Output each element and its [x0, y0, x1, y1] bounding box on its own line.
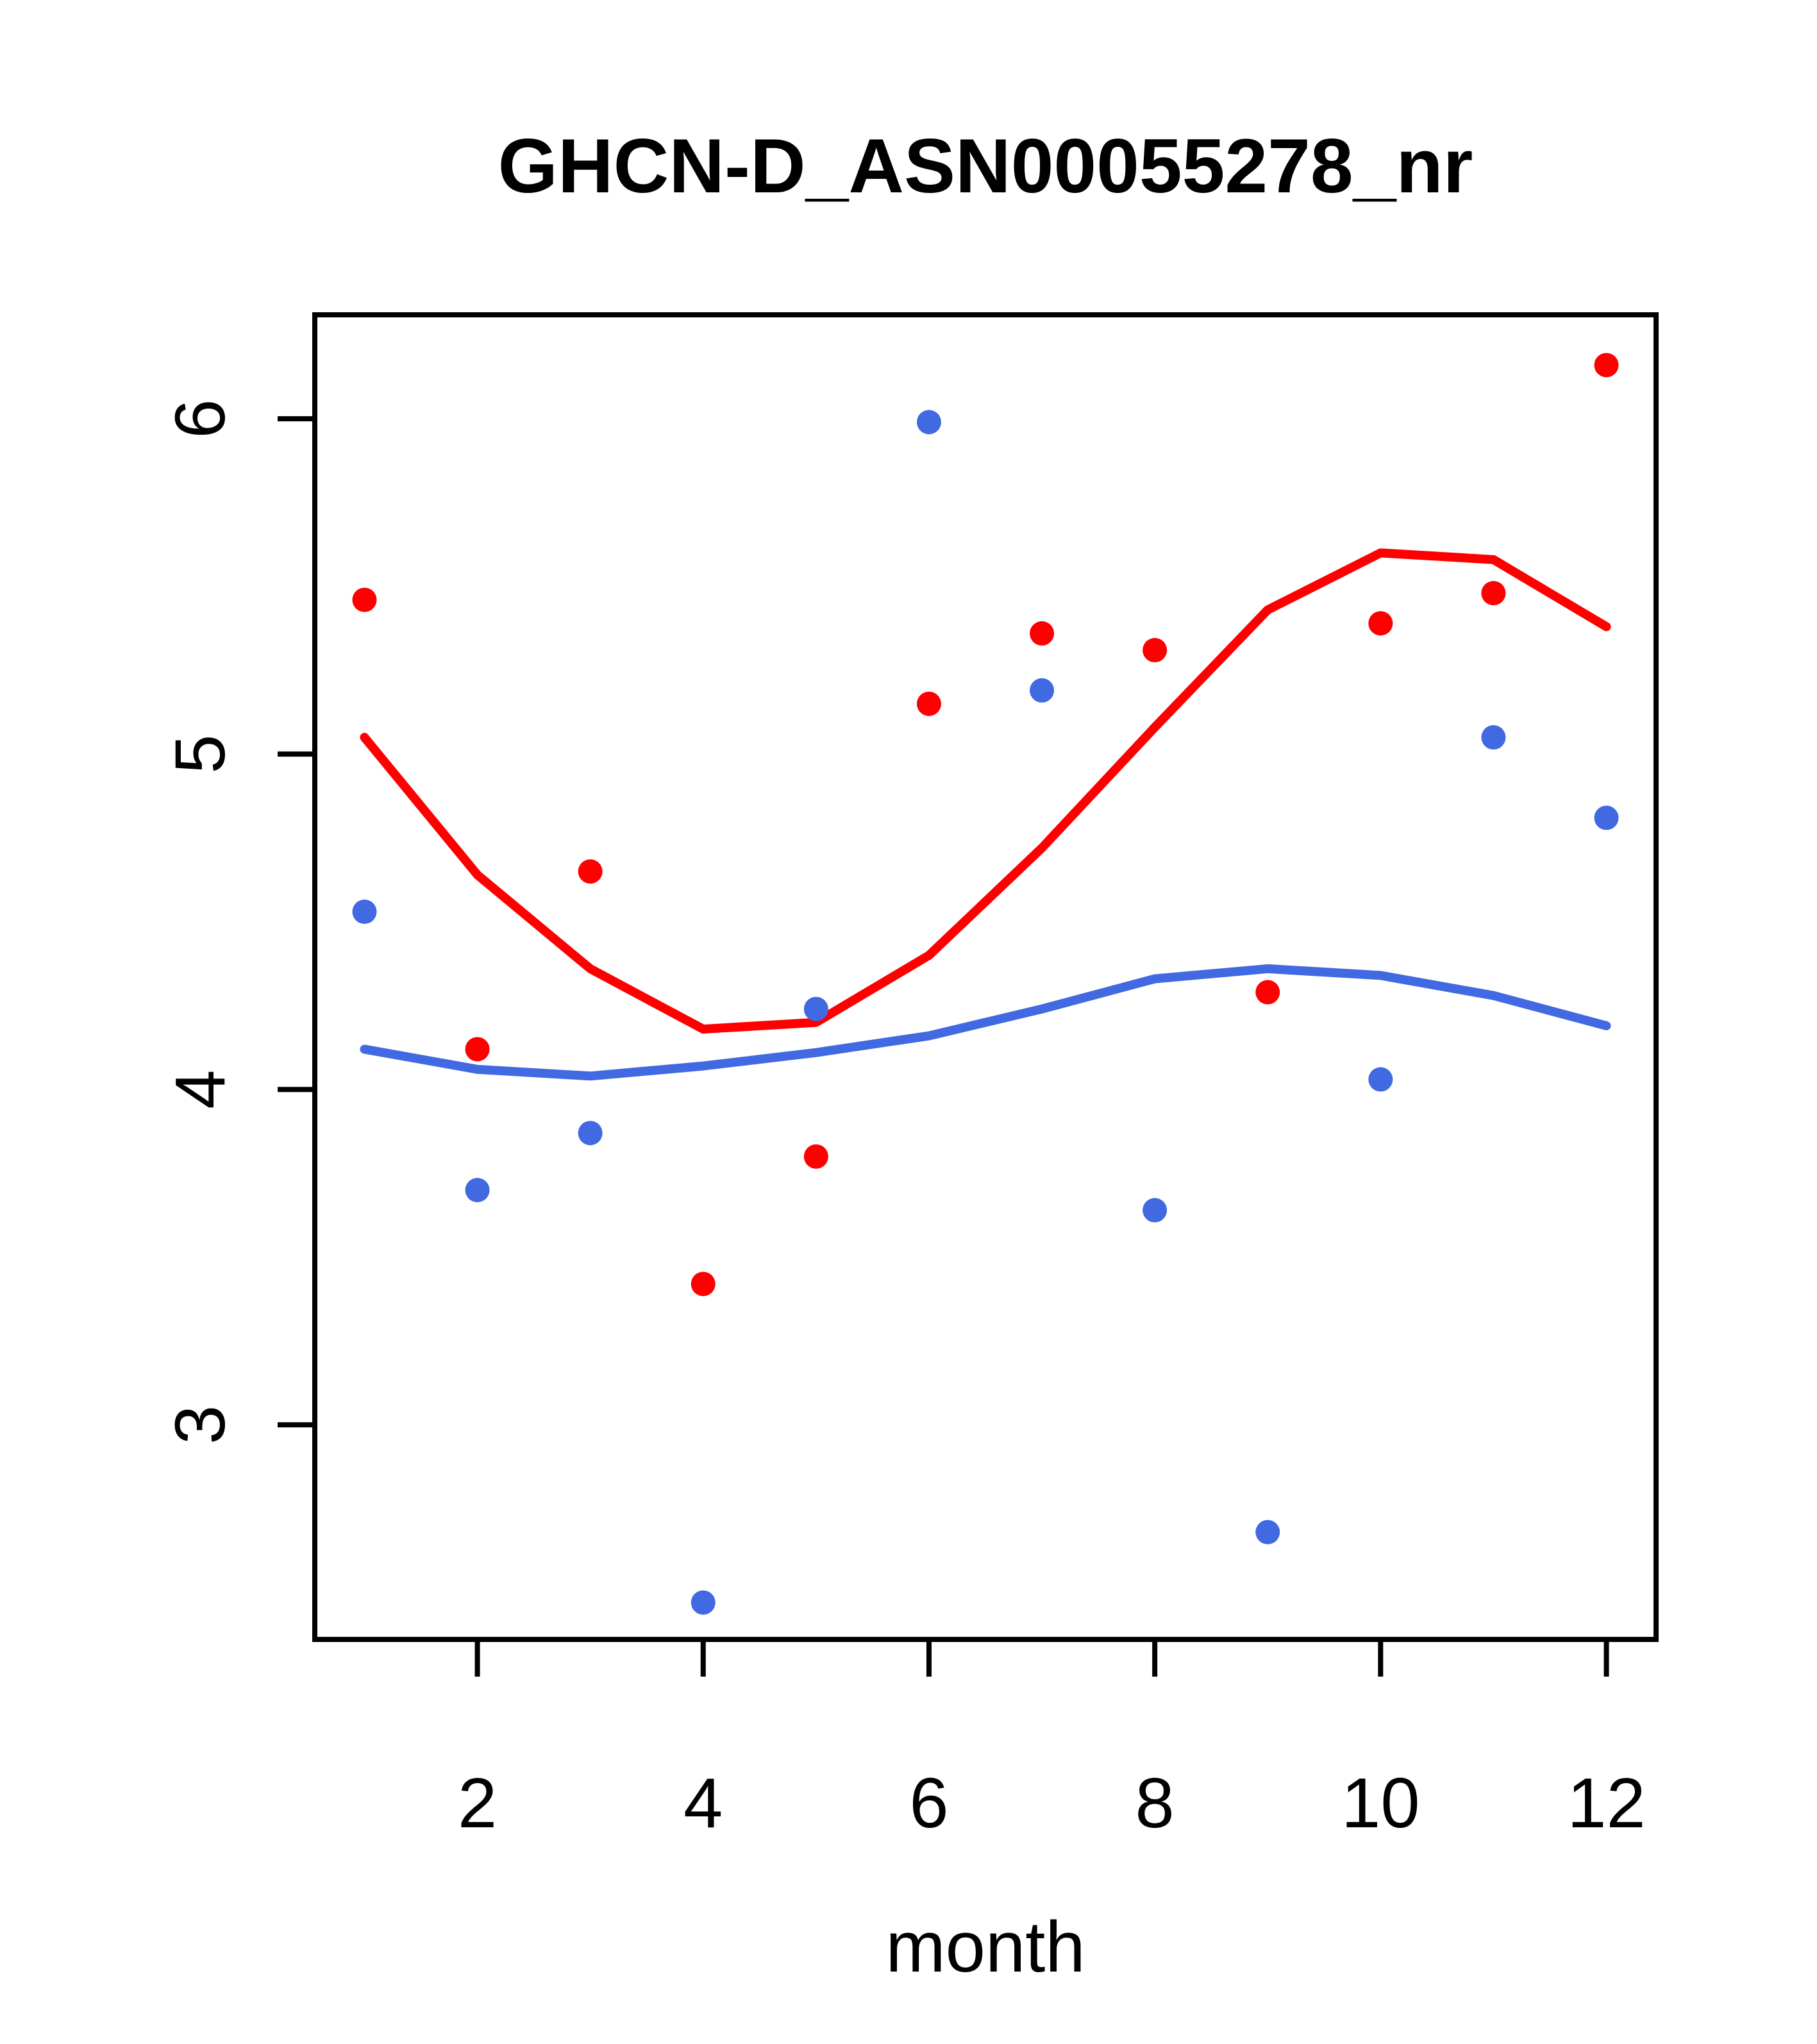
red-point [352, 587, 377, 612]
blue-point [352, 900, 377, 925]
x-tick-label: 2 [458, 1764, 497, 1843]
chart-title: GHCN-D_ASN00055278_nr [498, 123, 1473, 209]
red-point [1143, 638, 1168, 663]
blue-point [916, 410, 941, 435]
red-point [691, 1271, 716, 1296]
plot-box [312, 312, 1659, 1642]
x-axis-label: month [885, 1907, 1085, 1987]
y-tick-label: 3 [161, 1405, 240, 1445]
x-tick-label: 4 [683, 1764, 723, 1843]
blue-trend-line [360, 964, 1611, 1081]
blue-point [691, 1590, 716, 1615]
x-axis-tick-labels: 2 4 6 8 10 12 [458, 1764, 1646, 1843]
red-point [578, 859, 603, 884]
x-tick-label: 12 [1567, 1764, 1645, 1843]
red-point [1030, 621, 1055, 646]
red-point [1368, 611, 1393, 636]
blue-point [1481, 725, 1506, 750]
x-tick-label: 8 [1135, 1764, 1175, 1843]
blue-scatter-points [352, 410, 1619, 1615]
y-tick-label: 4 [161, 1070, 240, 1109]
x-axis-ticks [474, 1639, 1609, 1677]
x-tick-label: 6 [909, 1764, 948, 1843]
red-point [465, 1037, 490, 1062]
red-trend-line [360, 548, 1611, 1034]
blue-point [1030, 678, 1055, 703]
red-point [1594, 353, 1619, 378]
red-point [916, 691, 941, 716]
blue-point [1594, 805, 1619, 830]
blue-point [578, 1121, 603, 1146]
blue-point [1368, 1067, 1393, 1092]
blue-point [1143, 1198, 1168, 1223]
red-point [803, 1144, 828, 1169]
x-tick-label: 10 [1341, 1764, 1419, 1843]
y-tick-label: 5 [161, 735, 240, 774]
red-point [1481, 581, 1506, 606]
y-tick-label: 6 [161, 399, 240, 439]
y-axis-tick-labels: 3 4 5 6 [161, 399, 240, 1445]
blue-point [1255, 1520, 1280, 1545]
blue-point [465, 1178, 490, 1203]
red-point [1255, 980, 1280, 1005]
red-scatter-points [352, 353, 1619, 1296]
blue-point [803, 996, 828, 1021]
y-axis-ticks [278, 416, 315, 1428]
